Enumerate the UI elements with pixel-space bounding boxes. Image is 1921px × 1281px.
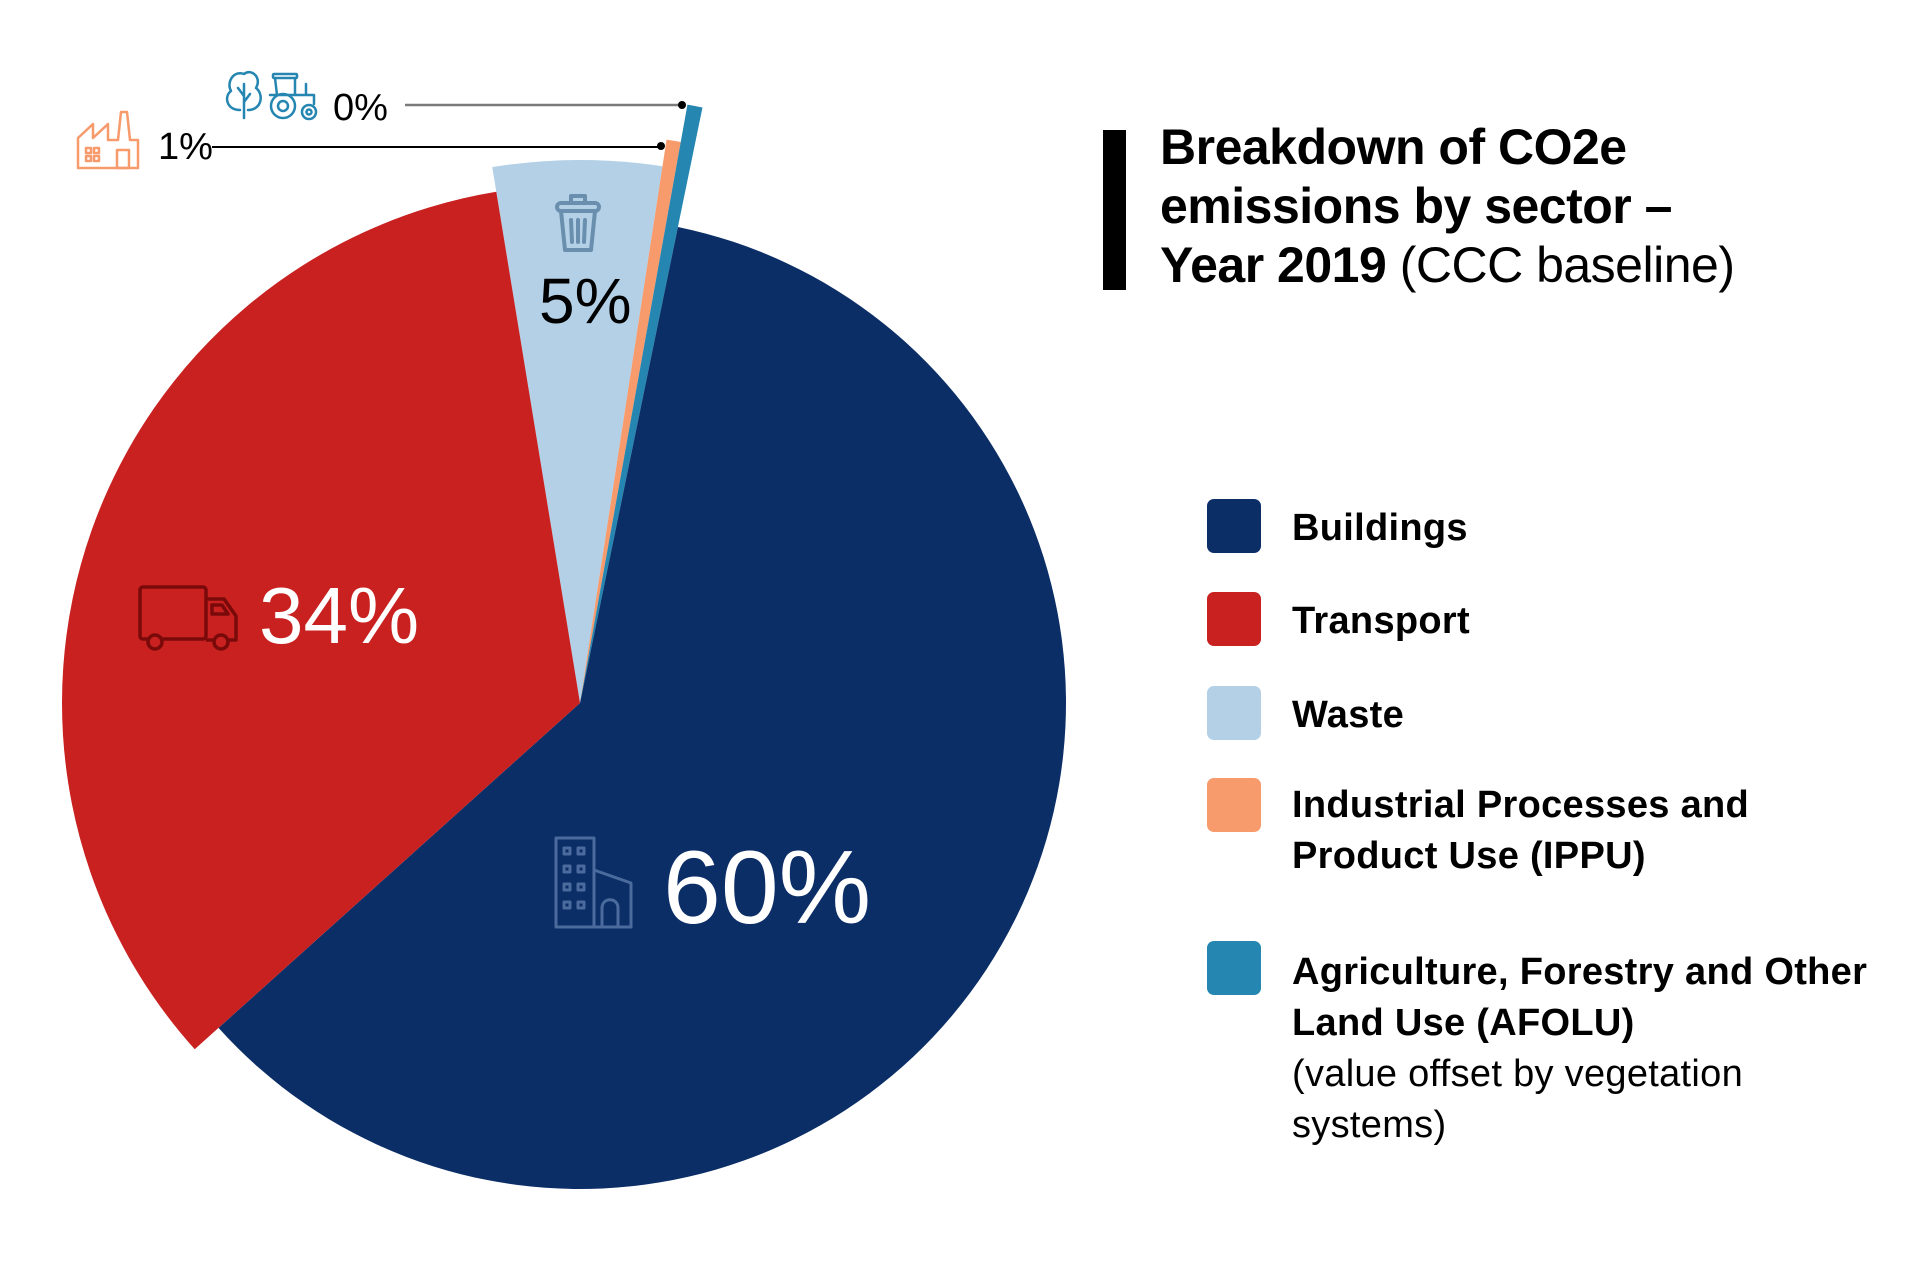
legend-label-group: Agriculture, Forestry and Other Land Use…	[1292, 947, 1872, 1151]
pie-slice-afolu	[580, 104, 703, 703]
pie-slice-ippu	[580, 139, 681, 704]
chart-title: Breakdown of CO2e emissions by sector – …	[1160, 118, 1860, 295]
legend-label: Buildings	[1292, 507, 1468, 549]
title-line-2: emissions by sector –	[1160, 178, 1672, 234]
legend-label: Waste	[1292, 694, 1405, 736]
slice-label-transport: 34%	[259, 571, 419, 660]
legend-swatch	[1207, 592, 1261, 646]
legend-label: Agriculture, Forestry and Other Land Use…	[1292, 951, 1868, 1044]
pie-slice-buildings	[218, 226, 1066, 1189]
slice-label-buildings: 60%	[663, 830, 871, 946]
factory-icon	[76, 110, 140, 170]
slice-label-ippu: 1%	[158, 126, 213, 168]
legend-label: Transport	[1292, 600, 1470, 642]
leader-lines	[212, 101, 686, 150]
pie-slice-transport	[62, 191, 581, 1050]
title-accent-bar	[1103, 130, 1126, 290]
legend-swatch	[1207, 778, 1261, 832]
tree-tractor-icon	[225, 71, 318, 121]
leader-dot-ippu	[657, 142, 665, 150]
trash-can-icon	[555, 194, 601, 252]
pie-slice-waste	[492, 160, 663, 704]
legend-note: (value offset by vegetation systems)	[1292, 1053, 1744, 1146]
title-line-1: Breakdown of CO2e	[1160, 119, 1627, 175]
legend-swatch	[1207, 686, 1261, 740]
title-year: Year 2019	[1160, 237, 1387, 293]
title-baseline: (CCC baseline)	[1399, 237, 1735, 293]
building-icon	[554, 836, 633, 929]
legend-swatch	[1207, 499, 1261, 553]
truck-icon	[138, 585, 238, 651]
slice-label-afolu: 0%	[333, 87, 388, 129]
title-line-3: Year 2019 (CCC baseline)	[1160, 236, 1860, 295]
legend-swatch	[1207, 941, 1261, 995]
legend-label: Industrial Processes and Product Use (IP…	[1292, 784, 1750, 877]
leader-dot-afolu	[678, 101, 686, 109]
slice-label-waste: 5%	[539, 265, 632, 337]
